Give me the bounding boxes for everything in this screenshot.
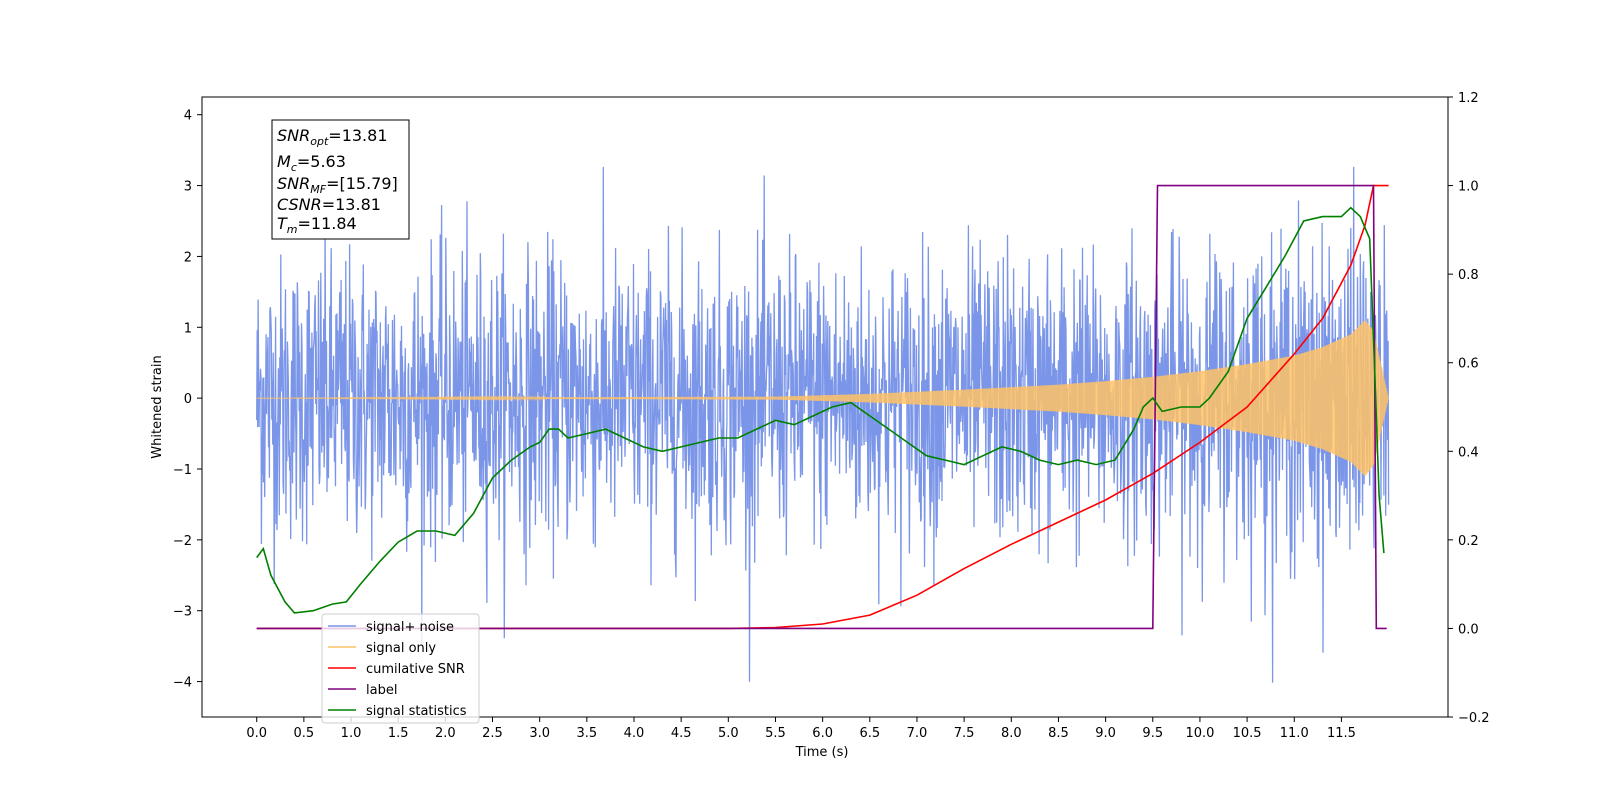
y2-axis-ticks: −0.2 0.0 0.2 0.4 0.6 0.8 1.0 1.2: [1448, 91, 1490, 726]
x-tick-label: 10.0: [1185, 726, 1214, 741]
y2-tick-label: 0.6: [1458, 357, 1479, 372]
csnr-line: CSNR=13.81: [277, 195, 381, 214]
x-tick-label: 7.0: [907, 726, 928, 741]
x-tick-label: 3.5: [576, 726, 597, 741]
y-tick-label: −1: [173, 463, 192, 478]
y-tick-label: 0: [184, 392, 192, 407]
noise-series: [256, 166, 1390, 683]
signal-only-series: [256, 320, 1390, 476]
legend-label-stats: signal statistics: [366, 704, 467, 719]
signal-noise-line: [256, 166, 1390, 683]
legend: signal+ noise signal only cumilative SNR…: [321, 613, 480, 724]
x-tick-label: 8.5: [1048, 726, 1069, 741]
y2-tick-label: 1.0: [1458, 180, 1479, 195]
x-tick-label: 2.5: [482, 726, 503, 741]
y2-tick-label: 1.2: [1458, 91, 1479, 106]
x-tick-label: 2.0: [435, 726, 456, 741]
y-tick-label: −4: [173, 676, 192, 691]
signal-only-line: [256, 320, 1390, 476]
x-tick-label: 6.5: [859, 726, 880, 741]
cumulative-snr-line: [256, 184, 1389, 630]
y-tick-label: −3: [173, 605, 192, 620]
x-tick-label: 5.0: [718, 726, 739, 741]
x-tick-label: 4.0: [624, 726, 645, 741]
y-tick-label: 2: [184, 250, 192, 265]
x-tick-label: 1.0: [341, 726, 362, 741]
y2-tick-label: −0.2: [1458, 711, 1490, 726]
tm-line: Tm=11.84: [277, 214, 357, 236]
y-tick-label: 3: [184, 180, 192, 195]
snr-mf-line: SNRMF=[15.79]: [277, 174, 398, 196]
y-tick-label: 4: [184, 109, 192, 124]
x-tick-label: 6.0: [812, 726, 833, 741]
y-axis-ticks: −4 −3 −2 −1 0 1 2 3 4: [173, 109, 202, 691]
legend-label-signal: signal only: [366, 641, 436, 656]
signal-statistics-line: [256, 206, 1385, 614]
x-tick-label: 4.5: [671, 726, 692, 741]
legend-label-csnr: cumilative SNR: [366, 662, 465, 677]
mc-line: Mc=5.63: [277, 152, 346, 174]
x-tick-label: 1.5: [388, 726, 409, 741]
y2-tick-label: 0.2: [1458, 534, 1479, 549]
y2-tick-label: 0.8: [1458, 268, 1479, 283]
x-axis-ticks: 0.0 0.5 1.0 1.5 2.0 2.5 3.0 3.5 4.0 4.5 5.0 5.5 6.0 6…: [246, 717, 1356, 741]
annotation-box: SNRopt=13.81 Mc=5.63 SNRMF=[15.79] CSNR=…: [271, 119, 410, 240]
x-tick-label: 9.0: [1095, 726, 1116, 741]
snr-opt-line: SNRopt=13.81: [277, 126, 388, 148]
y2-tick-label: 0.4: [1458, 445, 1479, 460]
right-axis-series: [256, 184, 1389, 630]
x-tick-label: 7.5: [954, 726, 975, 741]
x-tick-label: 11.5: [1327, 726, 1356, 741]
x-tick-label: 8.0: [1001, 726, 1022, 741]
label-line: [256, 184, 1387, 630]
x-tick-label: 0.5: [294, 726, 315, 741]
y-tick-label: 1: [184, 321, 192, 336]
x-tick-label: 0.0: [246, 726, 267, 741]
y-tick-label: −2: [173, 534, 192, 549]
x-tick-label: 10.5: [1233, 726, 1262, 741]
x-tick-label: 11.0: [1280, 726, 1309, 741]
x-axis-label: Time (s): [795, 745, 849, 760]
legend-label-noise: signal+ noise: [366, 620, 454, 635]
y-axis-label: Whitened strain: [150, 355, 165, 458]
y2-tick-label: 0.0: [1458, 622, 1479, 637]
x-tick-label: 9.5: [1142, 726, 1163, 741]
legend-label-label: label: [366, 683, 397, 698]
plot-frame: [201, 96, 1449, 718]
x-tick-label: 5.5: [765, 726, 786, 741]
x-tick-label: 3.0: [529, 726, 550, 741]
